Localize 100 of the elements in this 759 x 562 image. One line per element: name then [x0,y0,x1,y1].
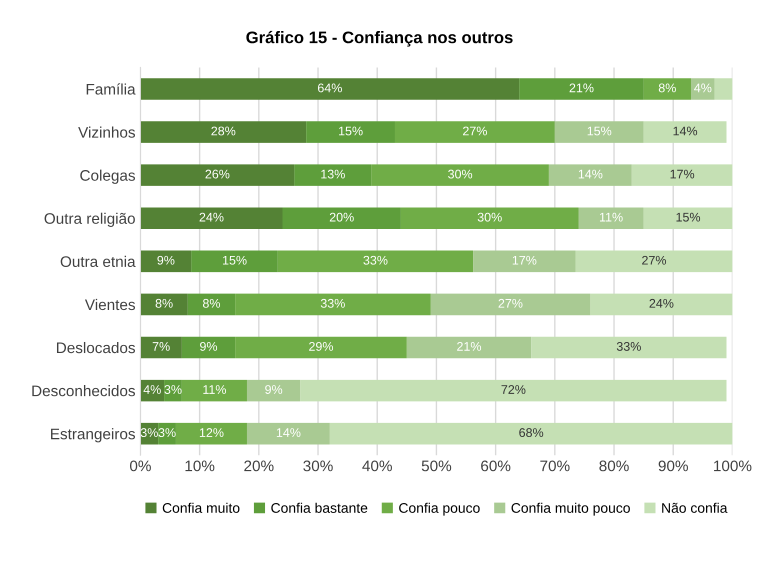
data-label: 9% [200,342,218,351]
bar [714,78,732,100]
x-tick-label: 0% [130,460,151,472]
data-label: 11% [203,385,226,394]
bar [246,380,300,402]
y-tick-label: Desconhecidos [32,385,136,396]
bar [140,121,306,143]
bar [406,336,532,358]
bar [235,336,407,358]
data-label: 15% [588,126,612,136]
bar [644,121,727,143]
data-label: 28% [211,126,236,136]
data-label: 72% [502,385,526,394]
bar [140,207,282,230]
legend-label: Não confia [662,502,728,513]
data-label: 13% [321,170,345,179]
x-tick-label: 40% [362,460,392,472]
data-label: 9% [265,385,282,394]
data-label: 68% [519,428,544,438]
data-label: 15% [222,256,247,265]
bar [400,207,579,230]
bar [140,294,188,316]
bar [140,336,182,358]
x-tick-label: 60% [481,460,510,472]
bar [430,294,590,316]
data-label: 15% [676,212,700,222]
bar [176,422,247,444]
data-label: 30% [478,212,502,222]
data-label: 3% [158,428,176,438]
bar [191,250,278,272]
data-label: 9% [157,256,174,265]
bar [140,250,192,272]
bar [140,164,294,186]
bar [300,380,727,402]
bar [182,380,247,402]
bar [282,207,401,230]
bar [394,121,555,143]
bar [590,294,732,316]
x-tick-label: 50% [422,460,452,472]
data-label: 29% [309,342,334,351]
x-tick-label: 10% [185,460,214,472]
data-label: 4% [144,385,161,394]
bar [294,164,372,186]
legend-label: Confia pouco [399,502,480,516]
bar [578,207,644,230]
bar [235,294,431,316]
x-tick-label: 30% [303,460,333,472]
data-label: 21% [570,83,594,92]
x-tick-label: 90% [658,460,688,472]
y-tick-label: Colegas [80,170,136,184]
data-label: 21% [457,342,482,351]
data-label: 20% [330,212,354,222]
legend-label: Confia bastante [271,502,368,513]
data-label: 27% [642,256,666,265]
y-tick-label: Estrangeiros [51,428,136,442]
data-label: 27% [498,298,522,308]
data-label: 8% [156,298,173,308]
bar [473,250,576,272]
x-tick-label: 100% [714,460,752,472]
data-label: 24% [650,298,674,308]
x-tick-label: 80% [599,460,629,472]
data-label: 26% [206,170,230,179]
bar [371,164,549,186]
data-label: 4% [694,84,712,92]
data-label: 24% [200,212,224,222]
data-label: 14% [578,170,602,178]
y-tick-label: Família [86,83,136,95]
chart-title: Gráfico 15 - Confiança nos outros [246,30,513,47]
data-label: 14% [276,428,300,437]
bar [306,121,395,143]
x-tick-label: 20% [244,460,274,472]
x-tick-label: 70% [540,460,570,472]
bar [644,207,732,230]
legend-label: Confia muito [162,502,240,513]
bar [531,336,727,358]
bar [644,78,691,100]
y-tick-label: Deslocados [56,342,136,354]
bar [632,164,732,186]
data-label: 14% [674,126,698,136]
bar [188,294,236,316]
data-label: 3% [164,385,182,394]
bar [182,336,236,358]
data-label: 17% [512,256,536,265]
bar [246,422,330,444]
bar [330,422,732,444]
data-label: 33% [320,298,345,308]
data-label: 8% [202,298,220,308]
bar [140,78,520,100]
data-label: 7% [152,342,170,351]
y-tick-label: Outra religião [44,212,135,227]
data-label: 27% [463,126,487,136]
y-tick-label: Vizinhos [78,126,136,138]
data-label: 12% [200,428,224,437]
data-label: 11% [600,212,623,222]
data-label: 30% [448,170,472,179]
bar [576,250,732,272]
bar [548,164,632,186]
y-tick-label: Outra etnia [60,256,136,268]
bar [278,250,474,272]
data-label: 64% [318,83,342,92]
